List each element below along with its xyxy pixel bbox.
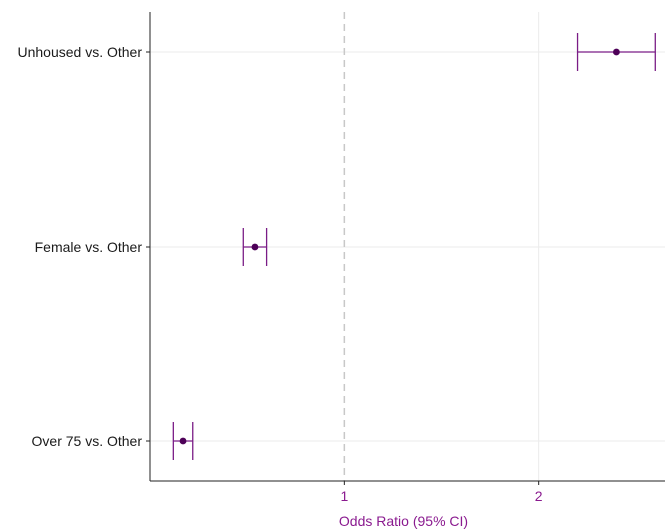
y-axis-labels: Unhoused vs. Other Female vs. Other Over 7…: [17, 44, 150, 449]
x-axis-tick-label: 1: [340, 488, 348, 504]
point-estimate: [613, 48, 620, 56]
point-estimate: [251, 243, 259, 251]
grid-lines: [150, 12, 665, 481]
estimate-marks: [172, 33, 656, 460]
y-axis-label: Over 75 vs. Other: [32, 433, 143, 449]
point-estimate: [179, 437, 187, 445]
y-axis-label: Female vs. Other: [35, 239, 143, 255]
y-axis-label: Unhoused vs. Other: [17, 44, 142, 60]
x-axis-title: Odds Ratio (95% CI): [339, 513, 468, 529]
x-axis-tick-label: 2: [535, 488, 543, 504]
